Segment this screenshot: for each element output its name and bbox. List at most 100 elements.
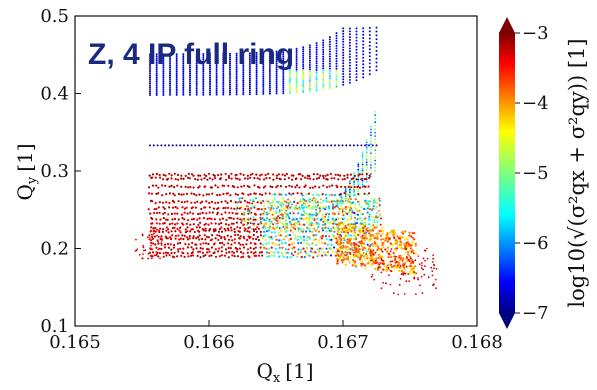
- colorbar-tick-label: −5: [522, 163, 549, 184]
- scatter-point: [322, 81, 325, 84]
- scatter-point: [368, 245, 371, 248]
- scatter-point: [335, 67, 338, 70]
- scatter-point: [262, 85, 265, 87]
- scatter-point: [227, 229, 230, 232]
- scatter-point: [414, 259, 417, 262]
- scatter-point: [355, 57, 358, 60]
- scatter-point: [169, 53, 171, 56]
- scatter-point: [310, 224, 313, 227]
- scatter-point: [376, 220, 379, 223]
- scatter-point: [308, 237, 311, 240]
- scatter-point: [314, 200, 317, 203]
- scatter-point: [208, 254, 211, 258]
- scatter-point: [147, 186, 151, 189]
- scatter-point: [179, 144, 182, 147]
- scatter-point: [219, 177, 222, 180]
- scatter-point: [335, 60, 338, 63]
- scatter-point: [332, 222, 335, 225]
- scatter-point: [214, 229, 217, 232]
- scatter-point: [347, 237, 350, 240]
- scatter-point: [347, 258, 350, 262]
- scatter-point: [173, 172, 176, 175]
- scatter-point: [222, 66, 225, 69]
- scatter-point: [239, 206, 242, 209]
- scatter-point: [341, 212, 344, 215]
- scatter-point: [301, 218, 304, 221]
- scatter-point: [335, 75, 338, 78]
- scatter-point: [368, 223, 371, 226]
- scatter-point: [394, 261, 397, 264]
- scatter-point: [290, 252, 293, 255]
- scatter-point: [322, 55, 325, 58]
- scatter-point: [164, 144, 167, 147]
- scatter-point: [361, 167, 364, 170]
- scatter-point: [268, 220, 271, 223]
- scatter-point: [154, 230, 157, 233]
- scatter-point: [189, 84, 191, 87]
- scatter-point: [175, 59, 178, 61]
- scatter-point: [248, 91, 251, 94]
- scatter-point: [394, 247, 397, 250]
- scatter-point: [357, 177, 360, 179]
- scatter-point: [262, 83, 265, 86]
- scatter-point: [242, 224, 245, 226]
- scatter-point: [174, 178, 177, 181]
- scatter-point: [364, 225, 367, 228]
- scatter-point: [149, 66, 151, 69]
- scatter-point: [135, 249, 138, 252]
- scatter-point: [248, 56, 251, 59]
- scatter-point: [179, 247, 182, 250]
- scatter-point: [174, 230, 177, 233]
- scatter-point: [307, 144, 310, 147]
- scatter-point: [279, 204, 282, 207]
- scatter-point: [342, 56, 345, 59]
- scatter-point: [365, 144, 368, 146]
- scatter-point: [302, 63, 305, 66]
- scatter-point: [288, 61, 291, 64]
- scatter-point: [390, 270, 393, 273]
- scatter-point: [355, 67, 358, 70]
- scatter-point: [222, 62, 225, 65]
- scatter-point: [176, 184, 179, 187]
- scatter-point: [374, 163, 377, 165]
- scatter-point: [155, 218, 158, 221]
- scatter-point: [404, 230, 407, 233]
- scatter-point: [282, 84, 285, 87]
- scatter-point: [202, 54, 205, 57]
- scatter-point: [255, 59, 258, 62]
- scatter-point: [273, 251, 276, 254]
- scatter-point: [189, 78, 191, 81]
- scatter-point: [322, 213, 325, 216]
- scatter-point: [272, 173, 275, 176]
- scatter-point: [189, 211, 192, 214]
- scatter-point: [375, 262, 377, 265]
- scatter-point: [361, 161, 364, 164]
- scatter-point: [314, 185, 317, 188]
- scatter-point: [178, 229, 181, 232]
- scatter-point: [235, 202, 238, 205]
- scatter-point: [232, 144, 235, 147]
- scatter-point: [325, 238, 328, 241]
- scatter-point: [150, 241, 153, 244]
- scatter-point: [155, 61, 158, 64]
- scatter-point: [322, 60, 325, 63]
- scatter-point: [262, 51, 265, 54]
- scatter-point: [247, 208, 250, 211]
- scatter-point: [323, 227, 326, 229]
- scatter-point: [302, 235, 305, 238]
- scatter-point: [292, 254, 295, 257]
- scatter-point: [342, 245, 345, 248]
- scatter-point: [315, 73, 318, 76]
- scatter-point: [229, 89, 231, 92]
- scatter-point: [155, 59, 158, 62]
- scatter-point: [149, 78, 151, 81]
- scatter-point: [319, 201, 322, 204]
- scatter-point: [358, 201, 361, 204]
- scatter-point: [348, 53, 351, 56]
- scatter-point: [398, 266, 402, 269]
- scatter-point: [300, 237, 303, 240]
- scatter-point: [182, 70, 185, 73]
- scatter-point: [349, 234, 353, 237]
- scatter-point: [190, 218, 193, 221]
- scatter-point: [360, 260, 363, 263]
